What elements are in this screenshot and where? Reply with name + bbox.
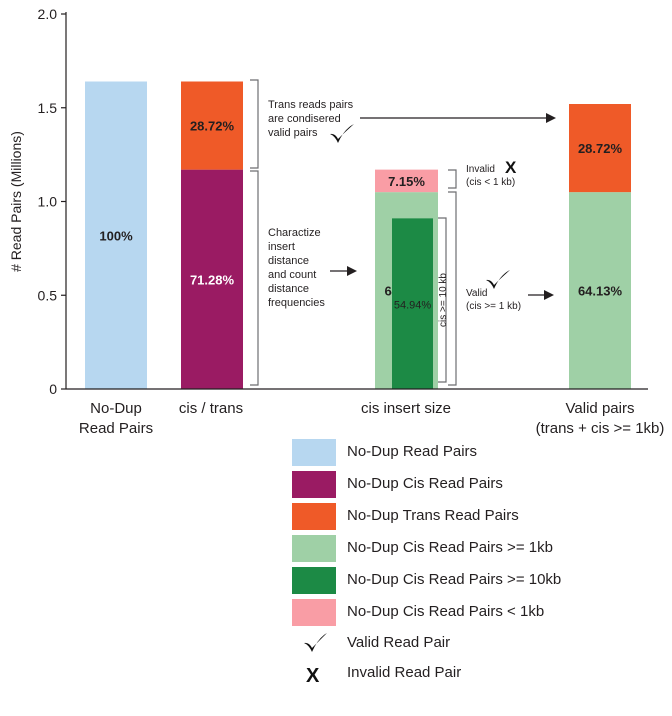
invalid-note-line-1: (cis < 1 kb)	[466, 177, 515, 188]
legend-swatch	[292, 439, 336, 466]
cis-note-line-5: frequencies	[268, 297, 325, 309]
legend: No-Dup Read Pairs No-Dup Cis Read Pairs No…	[292, 437, 652, 689]
bar-cistrans-segment-1	[181, 81, 243, 170]
trans-note-line-2: valid pairs	[268, 127, 318, 139]
read-pairs-chart: 100%71.28%28.72%64.13%7.15%54.94%64.13%2…	[8, 6, 664, 437]
cis-note-line-4: distance	[268, 283, 309, 295]
annotation-layer: Trans reads pairs are condisered valid pai…	[250, 79, 556, 386]
legend-swatch	[292, 535, 336, 562]
x-category-label-valid-0: Valid pairs	[566, 400, 635, 417]
x-mark-icon: X	[302, 661, 328, 687]
x-category-label-nodup-1: Read Pairs	[79, 420, 153, 437]
legend-item: No-Dup Read Pairs	[292, 437, 652, 469]
trans-arrow-head	[546, 113, 556, 123]
bar-nodup-segment-0	[85, 81, 147, 389]
bar-valid-value-label-1: 28.72%	[578, 141, 623, 156]
legend-item: No-Dup Cis Read Pairs < 1kb	[292, 597, 652, 629]
bars-layer: 100%71.28%28.72%64.13%7.15%54.94%64.13%2…	[85, 81, 631, 389]
y-tick-label-3: 1.5	[38, 100, 58, 116]
svg-text:X: X	[306, 665, 320, 685]
cis-note-line-0: Charactize	[268, 227, 321, 239]
invalid-bracket	[448, 169, 457, 189]
valid-checkmark-icon	[486, 270, 510, 289]
bar-cistrans-value-label-1: 28.72%	[190, 119, 235, 134]
y-tick-label-4: 2.0	[38, 6, 58, 22]
x-category-label-nodup-0: No-Dup	[90, 400, 142, 417]
cis10kb-bracket	[438, 217, 447, 383]
invalid-note-line-0: Invalid	[466, 164, 495, 175]
cis-note-line-1: insert	[268, 241, 295, 253]
valid-arrow-head	[544, 290, 554, 300]
legend-icon-label: Invalid Read Pair	[347, 664, 462, 681]
cis-note-line-2: distance	[268, 255, 309, 267]
legend-item: No-Dup Cis Read Pairs	[292, 469, 652, 501]
bar-insert-segment-1	[375, 169, 438, 193]
x-category-label-valid-1: (trans + cis >= 1kb)	[536, 420, 665, 437]
x-category-label-cistrans-0: cis / trans	[179, 400, 243, 417]
legend-swatch	[292, 599, 336, 626]
bar-insert-value-label-1: 7.15%	[388, 174, 425, 189]
legend-icon-label: Valid Read Pair	[347, 634, 451, 651]
legend-item: No-Dup Trans Read Pairs	[292, 501, 652, 533]
legend-swatch	[292, 503, 336, 530]
bar-nodup-value-label-0: 100%	[99, 228, 133, 243]
y-tick-label-1: 0.5	[38, 287, 58, 303]
x-category-label-insert-0: cis insert size	[361, 400, 451, 417]
bar-valid-value-label-0: 64.13%	[578, 284, 623, 299]
legend-label: No-Dup Cis Read Pairs >= 1kb	[347, 539, 553, 556]
invalid-x-mark-icon: X	[505, 158, 517, 177]
checkmark-icon	[302, 631, 328, 655]
legend-swatch	[292, 471, 336, 498]
legend-icon-item: Valid Read Pair	[292, 629, 652, 659]
cis-arrow-head	[347, 266, 357, 276]
trans-bracket	[250, 79, 259, 169]
bar-insert-inner-segment	[392, 218, 433, 389]
cis-bracket	[250, 170, 259, 386]
axis-layer: 0 0.5 1.0 1.5 2.0 # Read Pairs (Millions) No-D…	[8, 6, 664, 437]
trans-note-line-0: Trans reads pairs	[268, 99, 354, 111]
bar-valid-segment-0	[569, 192, 631, 389]
legend-item: No-Dup Cis Read Pairs >= 1kb	[292, 533, 652, 565]
bar-cistrans-segment-0	[181, 169, 243, 389]
legend-label: No-Dup Cis Read Pairs >= 10kb	[347, 571, 562, 588]
legend-item: No-Dup Cis Read Pairs >= 10kb	[292, 565, 652, 597]
valid-note-line-0: Valid	[466, 288, 488, 299]
trans-checkmark-icon	[330, 124, 354, 143]
y-axis-label: # Read Pairs (Millions)	[8, 131, 24, 272]
legend-label: No-Dup Cis Read Pairs	[347, 475, 503, 492]
bar-insert-inner-value-label: 54.94%	[394, 300, 432, 312]
legend-swatch	[292, 567, 336, 594]
cis-note-line-3: and count	[268, 269, 316, 281]
cis10kb-note: cis >= 10 kb	[438, 273, 449, 327]
valid-bracket	[448, 191, 457, 386]
legend-label: No-Dup Trans Read Pairs	[347, 507, 519, 524]
bar-cistrans-value-label-0: 71.28%	[190, 272, 235, 287]
bar-valid-segment-1	[569, 104, 631, 193]
legend-label: No-Dup Cis Read Pairs < 1kb	[347, 603, 545, 620]
legend-icon-item: X Invalid Read Pair	[292, 659, 652, 689]
legend-label: No-Dup Read Pairs	[347, 443, 478, 460]
trans-note-line-1: are condisered	[268, 113, 341, 125]
y-tick-label-0: 0	[49, 381, 57, 397]
y-tick-label-2: 1.0	[38, 194, 58, 210]
valid-note-line-1: (cis >= 1 kb)	[466, 301, 521, 312]
